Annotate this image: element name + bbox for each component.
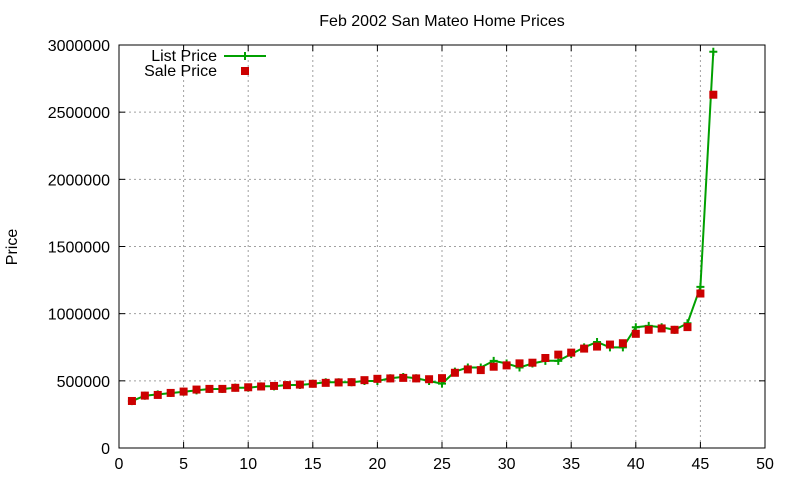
sale-price-point xyxy=(192,385,201,394)
legend-label-sale-price: Sale Price xyxy=(144,63,217,80)
sale-price-point xyxy=(425,375,434,384)
sale-price-point xyxy=(683,323,692,332)
sale-price-point xyxy=(618,339,627,348)
x-tick-label: 45 xyxy=(692,456,710,473)
sale-price-point xyxy=(205,384,214,393)
x-tick-label: 10 xyxy=(239,456,257,473)
sale-price-point xyxy=(218,384,227,393)
sale-price-point xyxy=(179,387,188,396)
y-tick-label: 1500000 xyxy=(48,240,110,257)
x-tick-label: 25 xyxy=(433,456,451,473)
x-tick-label: 35 xyxy=(562,456,580,473)
sale-price-point xyxy=(463,365,472,374)
legend-plus-path xyxy=(241,52,249,60)
sale-price-point xyxy=(593,342,602,351)
legend: List Price Sale Price xyxy=(144,48,266,80)
sale-price-point xyxy=(334,378,343,387)
sale-price-point xyxy=(295,380,304,389)
sale-price-point xyxy=(554,350,563,359)
sale-price-point xyxy=(657,324,666,333)
sale-price-point xyxy=(321,378,330,387)
data-series xyxy=(127,47,718,406)
y-tick-label: 0 xyxy=(101,441,110,458)
sale-price-point xyxy=(528,358,537,367)
sale-price-point xyxy=(244,383,253,392)
sale-price-point xyxy=(140,391,149,400)
sale-price-point xyxy=(515,359,524,368)
sale-price-point xyxy=(282,381,291,390)
sale-price-point xyxy=(709,90,718,99)
sale-price-point xyxy=(541,353,550,362)
list-price-point xyxy=(709,47,718,56)
sale-price-point xyxy=(567,348,576,357)
sale-price-point xyxy=(127,396,136,405)
y-tick-label: 2000000 xyxy=(48,172,110,189)
sale-price-point xyxy=(631,329,640,338)
sale-price-point xyxy=(360,376,369,385)
sale-price-point xyxy=(166,388,175,397)
sale-price-point xyxy=(438,374,446,383)
sale-price-point xyxy=(231,383,240,392)
x-tick-label: 20 xyxy=(369,456,387,473)
sale-price-point xyxy=(412,374,421,383)
x-tick-label: 5 xyxy=(179,456,188,473)
sale-price-point xyxy=(257,382,266,391)
sale-price-point xyxy=(580,344,589,353)
x-tick-label: 50 xyxy=(756,456,774,473)
y-tick-label: 500000 xyxy=(57,374,110,391)
legend-plus-marker xyxy=(241,52,249,60)
y-tick-label: 2500000 xyxy=(48,105,110,122)
sale-price-point xyxy=(605,340,614,349)
y-tick-label: 1000000 xyxy=(48,307,110,324)
sale-price-point xyxy=(644,325,653,334)
x-tick-label: 15 xyxy=(304,456,322,473)
list-price-line xyxy=(131,51,715,403)
legend-label-list-price: List Price xyxy=(151,48,217,65)
sale-price-point xyxy=(489,362,498,371)
axis-ticks: 0 5 10 15 20 25 30 35 40 45 50 0 500000 1000000 150000… xyxy=(48,38,774,473)
sale-price-point xyxy=(399,373,408,382)
x-tick-label: 40 xyxy=(627,456,645,473)
sale-price-point xyxy=(153,390,162,399)
x-tick-label: 30 xyxy=(498,456,516,473)
sale-price-point xyxy=(502,361,511,370)
y-tick-label: 3000000 xyxy=(48,38,110,55)
x-tick-label: 0 xyxy=(115,456,124,473)
chart-title: Feb 2002 San Mateo Home Prices xyxy=(319,13,564,30)
sale-price-point xyxy=(696,289,705,298)
sale-price-point xyxy=(386,374,395,383)
sale-price-point xyxy=(450,368,459,377)
sale-price-point xyxy=(347,378,356,387)
sale-price-point xyxy=(308,379,317,388)
legend-swatch-sale-price xyxy=(241,67,249,75)
sale-price-point xyxy=(670,325,679,334)
sale-price-point xyxy=(373,374,382,383)
sale-price-point xyxy=(476,366,485,375)
sale-price-point xyxy=(270,381,279,390)
y-axis-label: Price xyxy=(4,229,21,266)
